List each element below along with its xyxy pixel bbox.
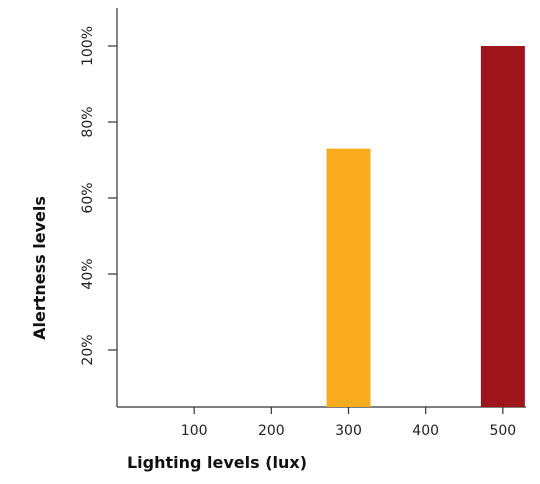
- x-axis-title: Lighting levels (lux): [127, 453, 307, 472]
- x-tick-label: 400: [412, 423, 439, 439]
- y-tick-label: 20%: [80, 334, 96, 365]
- y-tick-label: 60%: [80, 182, 96, 213]
- y-ticks-group: 20% 40% 60% 80% 100%: [80, 26, 117, 366]
- y-tick-label: 80%: [80, 106, 96, 137]
- bar-300: [326, 148, 371, 407]
- x-tick-label: 100: [181, 423, 208, 439]
- y-tick-label: 40%: [80, 258, 96, 289]
- y-axis-title: Alertness levels: [30, 196, 49, 340]
- x-tick-label: 500: [489, 423, 516, 439]
- x-tick-label: 200: [258, 423, 285, 439]
- y-tick-label: 100%: [80, 26, 96, 66]
- bar-500: [480, 46, 525, 407]
- bars-group: [326, 46, 525, 407]
- x-ticks-group: 100 200 300 400 500: [181, 407, 516, 439]
- x-tick-label: 300: [335, 423, 362, 439]
